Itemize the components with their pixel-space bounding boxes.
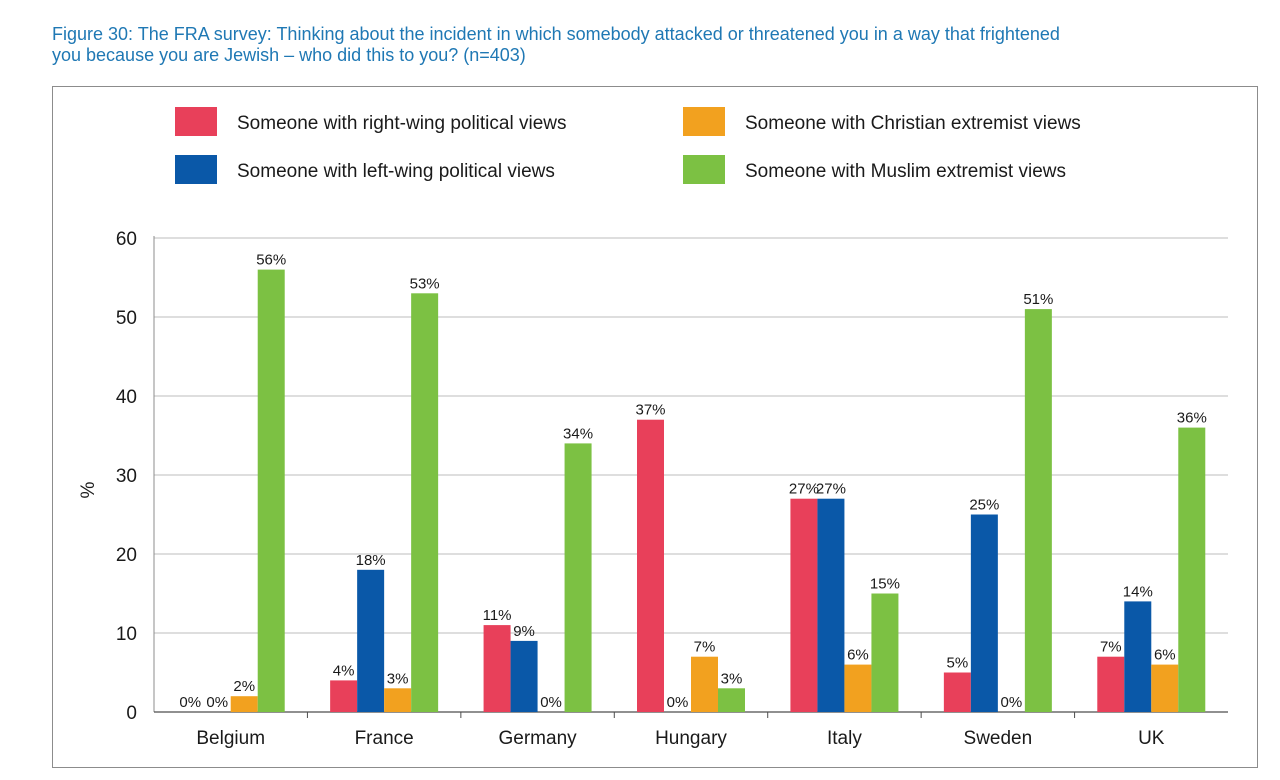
bar <box>483 625 511 712</box>
figure-title: Figure 30: The FRA survey: Thinking abou… <box>52 24 1272 66</box>
data-label: 3% <box>387 670 409 687</box>
x-category-label: Germany <box>499 728 578 749</box>
bar <box>790 498 818 712</box>
bar <box>1124 601 1152 712</box>
bar <box>637 419 664 712</box>
data-label: 6% <box>1154 647 1176 664</box>
data-label: 25% <box>969 497 999 514</box>
data-label: 5% <box>947 655 969 672</box>
bar <box>817 498 845 712</box>
data-label: 56% <box>256 252 286 269</box>
data-label: 36% <box>1177 410 1207 427</box>
y-tick-label: 20 <box>116 545 137 566</box>
figure-title-line-1: Figure 30: The FRA survey: Thinking abou… <box>52 24 1060 44</box>
legend-swatch <box>683 107 725 136</box>
data-label: 9% <box>513 623 535 640</box>
bar <box>330 680 358 712</box>
legend-swatch <box>683 155 725 184</box>
bar <box>1097 656 1125 712</box>
bar <box>357 569 385 712</box>
data-label: 27% <box>816 481 846 498</box>
legend-label: Someone with left-wing political views <box>237 161 555 182</box>
data-label: 27% <box>789 481 819 498</box>
y-axis-label: % <box>78 481 99 498</box>
data-label: 37% <box>635 402 665 419</box>
data-label: 3% <box>721 670 743 687</box>
bar <box>1178 427 1206 712</box>
data-label: 2% <box>233 678 255 695</box>
x-category-label: Belgium <box>196 728 265 749</box>
y-tick-label: 40 <box>116 387 137 408</box>
data-label: 11% <box>483 607 512 624</box>
y-tick-label: 60 <box>116 229 137 250</box>
legend-swatch <box>175 155 217 184</box>
data-label: 7% <box>694 639 716 656</box>
legend-label: Someone with Muslim extremist views <box>745 161 1066 182</box>
bar <box>691 656 718 712</box>
legend-swatch <box>175 107 217 136</box>
data-label: 0% <box>540 694 562 711</box>
bar <box>384 688 412 712</box>
legend: Someone with right-wing political views S… <box>175 107 1081 184</box>
data-label: 53% <box>410 275 440 292</box>
data-label: 0% <box>179 694 201 711</box>
bar <box>1024 309 1052 712</box>
gridlines <box>154 237 1228 634</box>
bars <box>230 269 1206 712</box>
data-label: 7% <box>1100 639 1122 656</box>
y-tick-label: 50 <box>116 308 137 329</box>
figure-title-line-2: you because you are Jewish – who did thi… <box>52 45 526 65</box>
bar <box>257 269 285 712</box>
data-label: 0% <box>667 694 689 711</box>
bar <box>943 672 971 712</box>
bar <box>564 443 592 712</box>
data-label: 0% <box>206 694 228 711</box>
data-label: 18% <box>356 552 386 569</box>
data-label: 34% <box>563 425 593 442</box>
bar <box>844 664 872 712</box>
bar <box>411 293 439 712</box>
x-category-label: France <box>355 728 414 749</box>
legend-label: Someone with Christian extremist views <box>745 113 1081 134</box>
y-tick-label: 0 <box>126 703 137 724</box>
x-category-label: Sweden <box>964 728 1033 749</box>
bar <box>230 696 258 712</box>
bar <box>970 514 998 712</box>
data-labels: 0% 0% 2% 56% 4% 18% 3% 53% 11%9% 0% 34% 37% 0% 7% 3% 27… <box>179 252 1206 711</box>
x-category-label: Hungary <box>655 728 727 749</box>
data-label: 0% <box>1001 694 1023 711</box>
chart-frame <box>52 86 1258 768</box>
y-tick-label: 10 <box>116 624 137 645</box>
y-tick-label: 30 <box>116 466 137 487</box>
data-label: 4% <box>333 662 355 679</box>
data-label: 15% <box>870 576 900 593</box>
data-label: 51% <box>1023 291 1053 308</box>
bar <box>871 593 899 712</box>
bar <box>510 640 538 712</box>
bar <box>1151 664 1179 712</box>
x-category-label: UK <box>1138 728 1165 749</box>
x-category-label: Italy <box>827 728 862 749</box>
bar <box>718 688 745 712</box>
data-label: 14% <box>1123 583 1153 600</box>
legend-label: Someone with right-wing political views <box>237 113 566 134</box>
data-label: 6% <box>847 647 869 664</box>
